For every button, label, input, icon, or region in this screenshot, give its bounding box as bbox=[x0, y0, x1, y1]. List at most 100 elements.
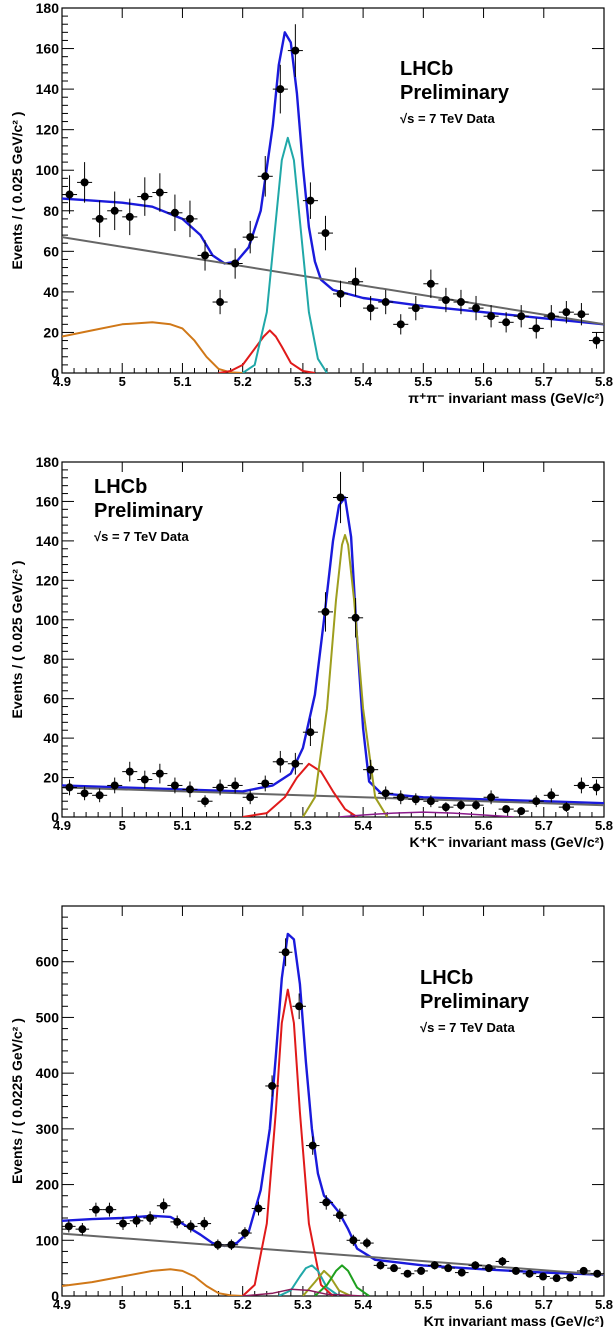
x-tick-label: 5.5 bbox=[414, 374, 432, 389]
data-point bbox=[403, 1269, 412, 1278]
x-tick-label: 5.6 bbox=[475, 374, 493, 389]
data-point bbox=[562, 308, 571, 317]
data-point bbox=[511, 1266, 520, 1275]
y-tick-label: 100 bbox=[36, 1232, 60, 1248]
fit-curve-3 bbox=[62, 1268, 243, 1296]
data-point bbox=[231, 259, 240, 268]
data-point bbox=[411, 304, 420, 313]
y-tick-label: 20 bbox=[43, 770, 59, 786]
y-tick-label: 140 bbox=[36, 533, 60, 549]
data-point bbox=[246, 233, 255, 242]
y-tick-label: 600 bbox=[36, 954, 60, 970]
x-axis-label: K⁺K⁻ invariant mass (GeV/c²) bbox=[409, 834, 604, 850]
data-point bbox=[170, 781, 179, 790]
data-point bbox=[291, 46, 300, 55]
x-tick-label: 5.2 bbox=[234, 374, 252, 389]
plot-frame bbox=[61, 905, 605, 1297]
x-tick-label: 5.7 bbox=[535, 1297, 553, 1312]
x-tick-label: 5 bbox=[119, 1297, 126, 1312]
data-point bbox=[201, 251, 210, 260]
y-tick-label: 40 bbox=[43, 730, 59, 746]
data-point bbox=[390, 1264, 399, 1273]
y-tick-label: 20 bbox=[43, 324, 59, 340]
energy-label: √s = 7 TeV Data bbox=[400, 111, 495, 126]
data-point bbox=[155, 769, 164, 778]
data-point bbox=[362, 1239, 371, 1248]
fit-curve-5 bbox=[338, 811, 514, 817]
fit-curve-5 bbox=[242, 136, 328, 373]
preliminary-label: Preliminary bbox=[94, 500, 204, 522]
y-axis-label: Events / ( 0.025 GeV/c² ) bbox=[9, 561, 25, 719]
preliminary-label: Preliminary bbox=[420, 991, 530, 1013]
y-tick-label: 80 bbox=[43, 651, 59, 667]
x-tick-label: 5.8 bbox=[595, 374, 613, 389]
x-tick-label: 5.7 bbox=[535, 818, 553, 833]
fit-curve-4 bbox=[302, 534, 389, 817]
x-tick-label: 5.1 bbox=[173, 1297, 191, 1312]
chart-panel-3: 4.9 5 5.1 5.2 5.3 5.4 5.5 5.6 5.7 5.8 0 100 200 300 40… bbox=[9, 905, 613, 1327]
data-point bbox=[579, 1266, 588, 1275]
data-point bbox=[351, 613, 360, 622]
y-tick-label: 0 bbox=[51, 1288, 59, 1304]
data-point bbox=[577, 310, 586, 319]
fit-curve-3 bbox=[62, 321, 243, 373]
y-tick-label: 120 bbox=[36, 572, 60, 588]
data-point bbox=[240, 1229, 249, 1238]
data-point bbox=[552, 1274, 561, 1283]
data-point bbox=[487, 312, 496, 321]
data-point bbox=[200, 1219, 209, 1228]
data-point bbox=[185, 785, 194, 794]
data-point bbox=[246, 793, 255, 802]
y-tick-label: 0 bbox=[51, 809, 59, 825]
y-tick-label: 180 bbox=[36, 454, 60, 470]
x-tick-label: 5.4 bbox=[354, 374, 373, 389]
data-point bbox=[125, 212, 134, 221]
data-point bbox=[276, 757, 285, 766]
data-point bbox=[517, 312, 526, 321]
data-point bbox=[65, 783, 74, 792]
data-point bbox=[216, 783, 225, 792]
data-point bbox=[444, 1264, 453, 1273]
data-point bbox=[321, 229, 330, 238]
data-point bbox=[322, 1198, 331, 1207]
data-point bbox=[308, 1141, 317, 1150]
x-tick-label: 5.1 bbox=[173, 818, 191, 833]
data-point bbox=[65, 190, 74, 199]
y-tick-label: 300 bbox=[36, 1121, 60, 1137]
y-tick-label: 160 bbox=[36, 41, 60, 57]
data-point bbox=[517, 807, 526, 816]
x-tick-label: 5.8 bbox=[595, 1297, 613, 1312]
data-point bbox=[577, 781, 586, 790]
data-point bbox=[159, 1201, 168, 1210]
x-tick-label: 5 bbox=[119, 818, 126, 833]
data-point bbox=[592, 336, 601, 345]
y-tick-label: 200 bbox=[36, 1177, 60, 1193]
y-axis-label: Events / ( 0.025 GeV/c² ) bbox=[9, 112, 25, 270]
data-point bbox=[146, 1214, 155, 1222]
data-point bbox=[110, 206, 119, 215]
data-point bbox=[261, 172, 270, 181]
data-point bbox=[351, 277, 360, 286]
data-point bbox=[306, 728, 315, 737]
data-point bbox=[381, 789, 390, 798]
data-point bbox=[376, 1261, 385, 1270]
chart-panel-1: 4.9 5 5.1 5.2 5.3 5.4 5.5 5.6 5.7 5.8 0 20 40 60 80 100… bbox=[9, 0, 613, 406]
data-point bbox=[336, 289, 345, 298]
data-point bbox=[64, 1222, 73, 1231]
fit-curve-4 bbox=[218, 329, 316, 373]
data-point bbox=[261, 779, 270, 788]
data-point bbox=[140, 775, 149, 784]
y-tick-label: 400 bbox=[36, 1065, 60, 1081]
x-tick-label: 5.3 bbox=[294, 1297, 312, 1312]
data-point bbox=[186, 1222, 195, 1231]
x-tick-label: 5.8 bbox=[595, 818, 613, 833]
fit-curve-1 bbox=[62, 31, 604, 326]
data-point bbox=[547, 312, 556, 321]
data-point bbox=[381, 298, 390, 307]
data-point bbox=[472, 304, 481, 313]
data-point bbox=[566, 1273, 575, 1282]
data-point bbox=[430, 1261, 439, 1270]
fit-curve-2 bbox=[62, 786, 604, 807]
data-point bbox=[456, 298, 465, 307]
data-point bbox=[471, 1261, 480, 1270]
